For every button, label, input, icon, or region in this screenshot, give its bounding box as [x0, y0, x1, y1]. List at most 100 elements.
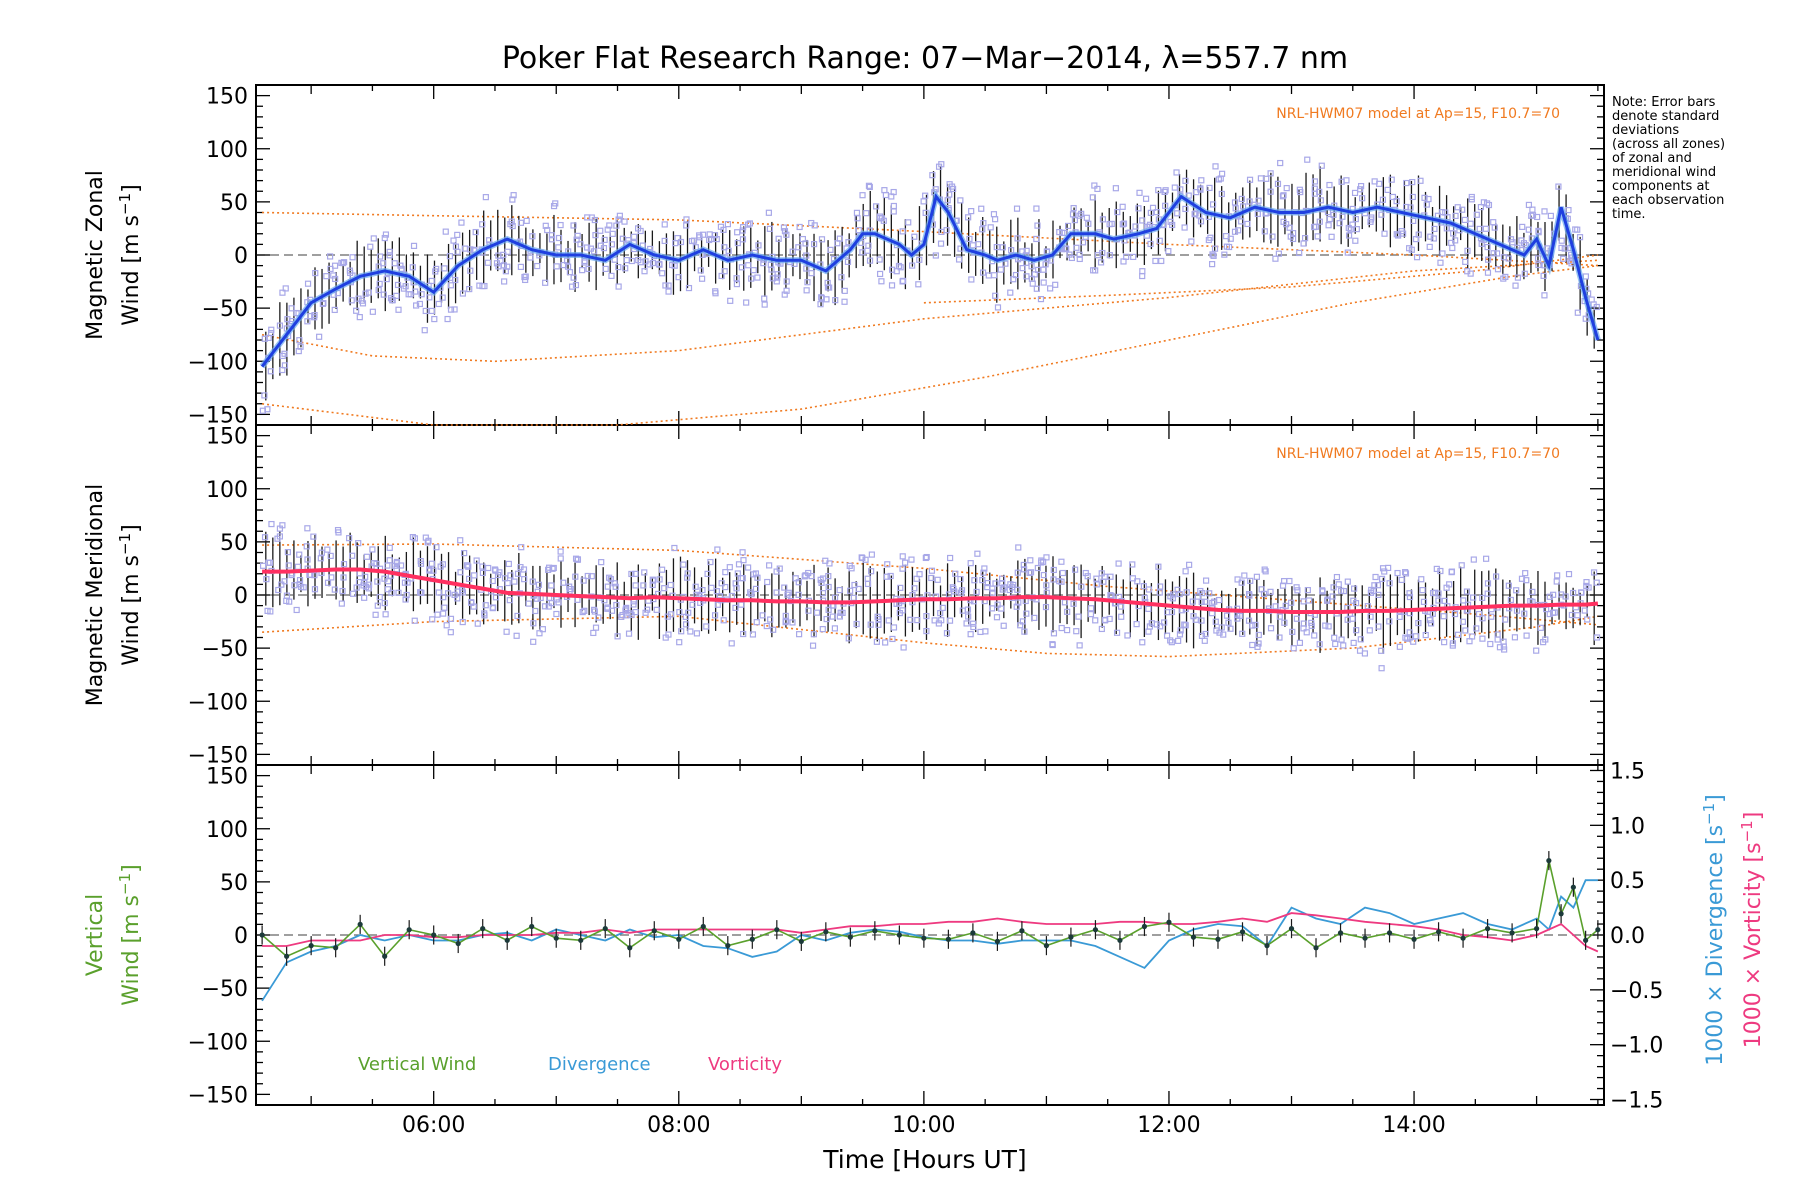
meridional-zone-marker — [980, 569, 987, 576]
zonal-zone-marker — [555, 234, 563, 242]
meridional-zone-marker — [1078, 583, 1085, 590]
meridional-zone-marker — [276, 525, 284, 532]
zonal-zone-marker — [955, 256, 963, 263]
zonal-zone-marker — [781, 291, 788, 298]
zonal-zone-marker — [922, 192, 929, 199]
zonal-zone-marker — [375, 286, 382, 294]
zonal-zone-marker — [356, 314, 363, 321]
meridional-zone-marker — [1093, 581, 1100, 588]
meridional-zone-marker — [984, 584, 991, 591]
zonal-zone-marker — [803, 252, 810, 259]
zonal-zone-marker — [346, 267, 353, 274]
meridional-zone-marker — [782, 612, 789, 620]
axis-text: 150100500−50−100−150150100500−50−100−150… — [83, 85, 1766, 1138]
vertical-wind-point — [553, 935, 559, 941]
meridional-zone-marker — [1098, 625, 1105, 633]
meridional-zone-marker — [897, 584, 904, 591]
error-bar-note: Note: Error bars denote standard deviation… — [1612, 96, 1782, 222]
vertical-wind-point — [651, 928, 657, 934]
plot-data — [259, 156, 1601, 1002]
meridional-zone-marker — [776, 565, 783, 572]
zonal-zone-marker — [1210, 252, 1217, 259]
zonal-zone-marker — [767, 261, 774, 268]
meridional-zone-marker — [825, 606, 832, 613]
vertical-wind-point — [1362, 935, 1368, 941]
meridional-zone-marker — [1350, 639, 1357, 647]
meridional-zone-marker — [535, 581, 543, 588]
meridional-zone-marker — [973, 588, 980, 596]
zonal-zone-marker — [854, 215, 861, 222]
meridional-zone-marker — [1590, 569, 1598, 576]
zonal-zone-marker — [504, 263, 511, 270]
meridional-zone-marker — [340, 574, 347, 581]
zonal-zone-marker — [1070, 204, 1077, 212]
meridional-zone-marker — [1460, 597, 1467, 604]
meridional-zone-marker — [822, 557, 829, 564]
meridional-zone-marker — [447, 629, 454, 636]
meridional-zone-marker — [671, 544, 678, 552]
zonal-zone-marker — [1574, 309, 1581, 316]
zonal-zone-marker — [1560, 255, 1567, 262]
zonal-zone-marker — [1147, 240, 1154, 248]
zonal-zone-marker — [1314, 233, 1321, 240]
meridional-zone-marker — [923, 613, 930, 620]
zonal-zone-marker — [968, 276, 975, 283]
zonal-zone-marker — [1412, 235, 1420, 243]
zonal-zone-marker — [1547, 212, 1554, 220]
zonal-zone-marker — [944, 197, 951, 204]
zonal-zone-marker — [1483, 200, 1491, 207]
zonal-zone-marker — [389, 297, 396, 304]
meridional-zone-marker — [1494, 631, 1501, 638]
zonal-zone-marker — [349, 254, 356, 261]
vertical-y-tick-label: 150 — [206, 765, 248, 790]
zonal-zone-marker — [623, 257, 630, 264]
zonal-zone-marker — [1071, 217, 1079, 224]
zonal-zone-marker — [727, 297, 734, 304]
zonal-zone-marker — [1477, 203, 1485, 211]
zonal-zone-marker — [615, 216, 622, 223]
zonal-zone-marker — [495, 263, 502, 270]
meridional-zone-marker — [1394, 569, 1401, 577]
zonal-zone-marker — [432, 268, 439, 275]
zonal-zone-marker — [1139, 217, 1146, 224]
meridional-y-tick-label: −100 — [188, 690, 248, 715]
zonal-zone-marker — [1257, 175, 1264, 182]
meridional-zone-marker — [795, 591, 802, 598]
zonal-zone-marker — [775, 235, 782, 242]
meridional-zone-marker — [395, 589, 402, 596]
meridional-zone-marker — [1565, 570, 1573, 578]
zonal-zone-marker — [677, 238, 685, 246]
zonal-zone-marker — [1037, 295, 1045, 303]
zonal-zone-marker — [1304, 156, 1311, 163]
meridional-zone-marker — [1169, 595, 1176, 602]
meridional-zone-marker — [1470, 556, 1477, 563]
meridional-zone-marker — [604, 604, 611, 611]
vertical-wind-point — [1019, 928, 1025, 934]
zonal-zone-marker — [441, 265, 448, 272]
zonal-zone-marker — [808, 219, 815, 227]
zonal-zone-marker — [712, 288, 719, 295]
meridional-zone-marker — [703, 623, 710, 630]
zonal-zone-marker — [267, 330, 275, 337]
x-tick-label: 10:00 — [892, 1113, 955, 1138]
zonal-zone-marker — [1218, 190, 1225, 198]
meridional-zone-marker — [1429, 610, 1436, 617]
meridional-zone-marker — [831, 594, 839, 601]
zonal-zone-marker — [721, 244, 728, 251]
meridional-zone-marker — [311, 586, 319, 593]
zonal-zone-marker — [1473, 211, 1480, 218]
zonal-zone-marker — [509, 222, 516, 230]
zonal-zone-marker — [1162, 187, 1169, 194]
meridional-zone-marker — [590, 606, 598, 613]
zonal-zone-marker — [1279, 193, 1287, 200]
meridional-zone-marker — [1139, 639, 1146, 646]
zonal-model-label: NRL-HWM07 model at Ap=15, F10.7=70 — [1276, 106, 1560, 122]
meridional-zone-marker — [708, 584, 715, 591]
zonal-zone-marker — [548, 236, 556, 243]
note-line: Note: Error bars — [1612, 95, 1716, 110]
zonal-zone-marker — [711, 232, 719, 239]
meridional-zone-marker — [836, 586, 843, 594]
meridional-zone-marker — [934, 576, 941, 583]
meridional-zone-marker — [1246, 592, 1253, 599]
